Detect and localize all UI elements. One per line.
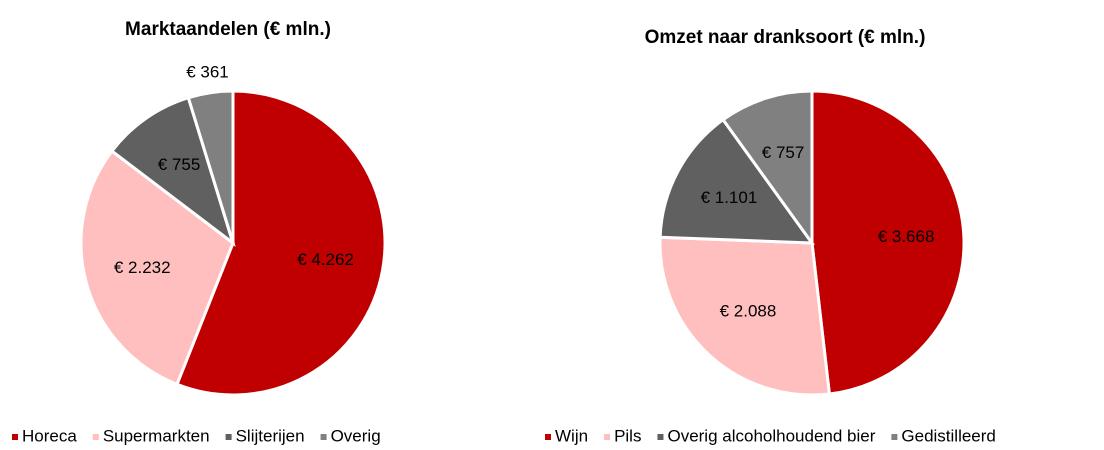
legend-swatch	[92, 434, 99, 440]
legend-label: Overig	[331, 426, 381, 445]
legend-label: Slijterijen	[236, 426, 305, 445]
legend-label: Wijn	[555, 426, 588, 445]
data-label: € 1.101	[701, 188, 758, 207]
legend-swatch	[657, 434, 664, 440]
data-label: € 2.232	[114, 258, 171, 277]
data-label: € 757	[762, 143, 805, 162]
pie-slice	[186, 89, 235, 244]
chart-title: Omzet naar dranksoort (€ mln.)	[645, 27, 926, 48]
legend-label: Overig alcoholhoudend bier	[667, 426, 875, 445]
legend-swatch	[320, 434, 327, 440]
data-label: € 755	[158, 155, 201, 174]
legend-label: Supermarkten	[103, 426, 210, 445]
pie-slice	[721, 89, 814, 248]
data-label: € 2.088	[720, 302, 777, 321]
pie-slice	[175, 89, 387, 397]
pie-slice	[658, 117, 816, 245]
legend-swatch	[12, 434, 18, 440]
pie-slice	[79, 148, 235, 387]
legend-label: Horeca	[22, 426, 77, 445]
data-label: € 4.262	[297, 250, 354, 269]
data-label: € 3.668	[878, 227, 935, 246]
legend-swatch	[545, 434, 551, 440]
legend-swatch	[225, 434, 232, 440]
pie-slice	[109, 95, 236, 248]
legend-swatch	[604, 434, 611, 440]
chart-title: Marktaandelen (€ mln.)	[125, 19, 331, 40]
pie-slice	[810, 89, 966, 396]
legend-label: Pils	[614, 426, 641, 445]
data-label: € 361	[186, 62, 229, 81]
legend-label: Gedistilleerd	[901, 426, 996, 445]
pie-slice	[658, 235, 832, 397]
legend-swatch	[891, 434, 898, 440]
